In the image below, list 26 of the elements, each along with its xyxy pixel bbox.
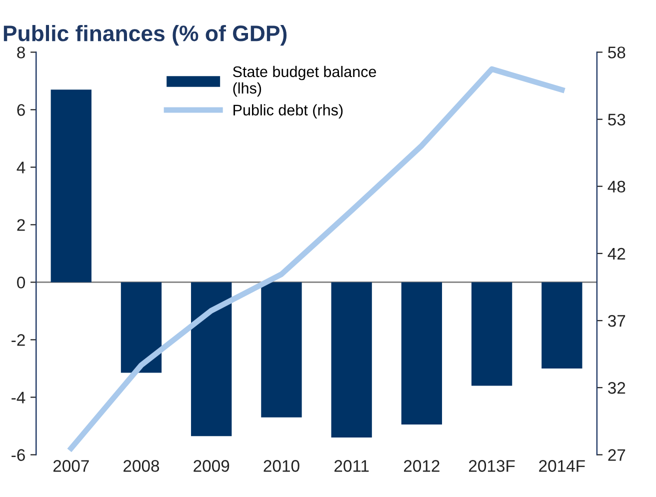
x-tick-label: 2008 bbox=[124, 460, 160, 472]
y2-tick-label: 58 bbox=[608, 46, 626, 58]
y-tick-label: 6 bbox=[17, 104, 25, 116]
y-tick-label: 0 bbox=[17, 276, 26, 288]
y-tick-label: -6 bbox=[12, 449, 25, 461]
x-tick-label: 2009 bbox=[194, 460, 230, 472]
y-tick-label: 4 bbox=[16, 162, 26, 174]
y-tick-label: 2 bbox=[17, 219, 25, 231]
y-tick-label: -4 bbox=[12, 392, 26, 404]
chart-title: Public finances (% of GDP) bbox=[4, 24, 287, 46]
y2-tick-label: 27 bbox=[608, 449, 626, 461]
y2-tick-label: 42 bbox=[608, 248, 626, 260]
y2-tick-label: 48 bbox=[608, 180, 626, 193]
x-tick-label: 2012 bbox=[404, 460, 440, 472]
x-tick-label: 2010 bbox=[264, 460, 300, 472]
y2-tick-label: 53 bbox=[608, 114, 626, 126]
y2-tick-label: 32 bbox=[608, 382, 626, 394]
y2-tick-label: 37 bbox=[608, 315, 626, 327]
y-tick-label: -2 bbox=[12, 334, 25, 346]
y-tick-label: 8 bbox=[17, 46, 25, 58]
x-tick-label: 2013F bbox=[469, 460, 515, 472]
x-tick-label: 2007 bbox=[53, 460, 89, 472]
legend-label: State budget balance (lhs) bbox=[232, 66, 376, 97]
x-tick-label: 2011 bbox=[334, 460, 369, 472]
x-tick-label: 2014F bbox=[539, 460, 585, 472]
legend-label: Public debt (rhs) bbox=[234, 104, 343, 119]
